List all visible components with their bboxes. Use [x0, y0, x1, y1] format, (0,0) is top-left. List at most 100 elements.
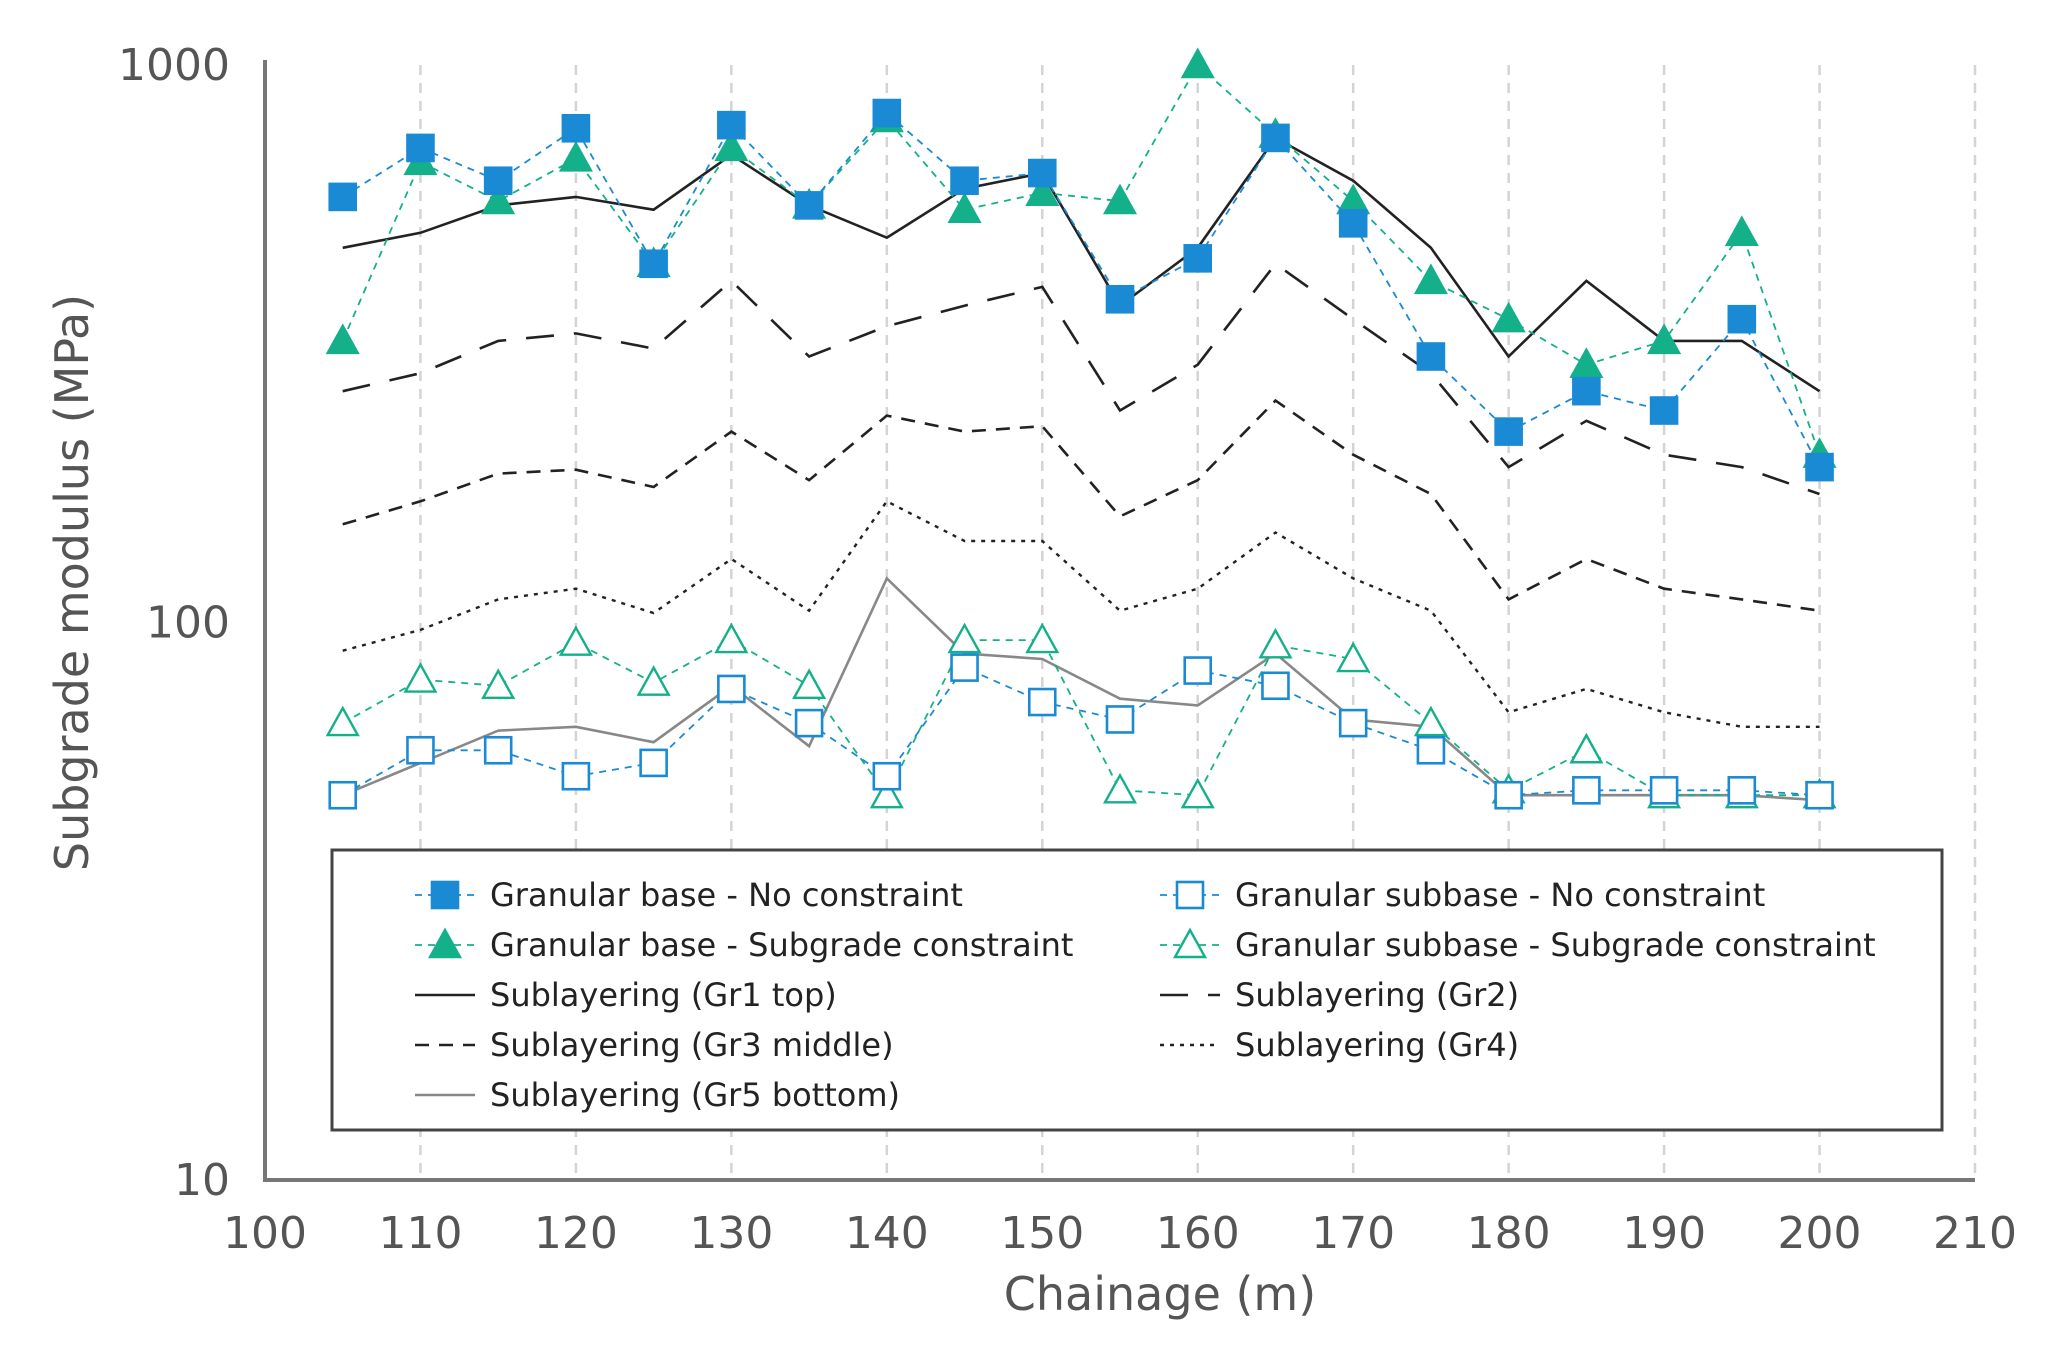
data-point-0-14 [1416, 342, 1446, 371]
data-point-1-19 [1805, 780, 1834, 810]
series-6 [342, 398, 1820, 612]
legend-swatch-marker [427, 927, 463, 959]
data-point-0-18 [1727, 304, 1757, 334]
data-point-2-2 [481, 183, 516, 215]
data-point-2-8 [947, 192, 982, 223]
x-tick-label: 160 [1156, 1208, 1240, 1259]
series-5 [342, 262, 1820, 496]
x-tick-label: 140 [845, 1208, 929, 1259]
series-line-4 [342, 136, 1821, 393]
data-point-3-7 [869, 777, 904, 809]
legend: Granular base - No constraint Granular su… [330, 848, 1944, 1132]
data-point-0-10 [1105, 284, 1135, 314]
data-point-3-2 [481, 668, 516, 699]
data-point-2-18 [1724, 215, 1759, 247]
data-point-3-5 [714, 622, 749, 654]
y-axis-title: Subgrade modulus (MPa) [45, 294, 99, 871]
legend-label: Sublayering (Gr2) [1235, 976, 1519, 1014]
legend-label: Sublayering (Gr1 top) [490, 976, 837, 1014]
data-point-1-7 [872, 761, 902, 791]
data-point-3-12 [1258, 627, 1293, 659]
data-point-3-9 [1025, 622, 1060, 654]
data-point-1-2 [483, 735, 513, 765]
data-point-1-5 [717, 674, 746, 704]
data-point-3-16 [1569, 732, 1604, 764]
series-line-2 [341, 63, 1821, 455]
data-point-0-12 [1261, 123, 1290, 153]
data-point-1-14 [1416, 735, 1446, 765]
legend-label: Sublayering (Gr4) [1235, 1026, 1519, 1064]
data-point-0-4 [639, 249, 668, 279]
series-line-0 [342, 111, 1821, 468]
x-axis-title: Chainage (m) [1004, 1267, 1316, 1321]
data-point-0-7 [872, 98, 902, 128]
data-point-2-0 [325, 323, 360, 355]
legend-entry-8: Sublayering (Gr5 bottom) [415, 1076, 900, 1114]
legend-entry-5: Sublayering (Gr2) [1160, 976, 1519, 1014]
data-point-3-6 [792, 668, 827, 699]
plot-area [325, 47, 1837, 810]
x-tick-label: 100 [223, 1208, 307, 1259]
data-point-3-0 [325, 705, 360, 737]
data-point-0-3 [561, 113, 591, 143]
data-point-2-14 [1413, 263, 1448, 295]
data-point-0-17 [1649, 396, 1679, 425]
data-point-2-5 [714, 130, 749, 162]
x-tick-label: 170 [1311, 1208, 1395, 1259]
data-point-1-3 [561, 761, 591, 791]
data-point-1-12 [1261, 671, 1290, 701]
legend-label: Granular subbase - No constraint [1235, 876, 1765, 914]
legend-label: Granular base - Subgrade constraint [490, 926, 1073, 964]
data-point-3-10 [1102, 772, 1138, 804]
legend-entry-1: Granular subbase - No constraint [1160, 876, 1765, 914]
data-point-0-8 [950, 166, 979, 196]
data-point-2-3 [558, 140, 593, 172]
data-point-3-13 [1336, 641, 1371, 673]
data-point-1-13 [1338, 708, 1368, 738]
data-point-3-8 [947, 622, 982, 654]
data-point-0-15 [1494, 417, 1523, 446]
legend-entry-2: Granular base - Subgrade constraint [415, 926, 1073, 964]
data-point-1-18 [1727, 776, 1757, 805]
data-point-0-9 [1027, 158, 1057, 188]
legend-swatch-marker [430, 880, 460, 910]
series-4 [342, 136, 1821, 393]
x-tick-label: 110 [378, 1208, 462, 1259]
legend-label: Sublayering (Gr5 bottom) [490, 1076, 900, 1114]
data-point-0-2 [483, 166, 513, 196]
legend-box [330, 848, 1944, 1132]
data-point-0-5 [717, 110, 746, 140]
legend-entry-0: Granular base - No constraint [415, 876, 963, 914]
data-point-0-6 [794, 191, 824, 220]
data-point-3-4 [636, 665, 671, 696]
legend-label: Granular base - No constraint [490, 876, 963, 914]
series-line-5 [342, 262, 1820, 496]
data-point-0-19 [1805, 452, 1834, 482]
legend-entry-6: Sublayering (Gr3 middle) [415, 1026, 894, 1064]
data-point-0-11 [1183, 244, 1213, 273]
data-point-1-17 [1649, 776, 1679, 805]
data-point-0-0 [328, 182, 358, 212]
data-point-1-15 [1494, 780, 1523, 810]
data-point-0-1 [406, 133, 435, 163]
x-tick-label: 150 [1000, 1208, 1084, 1259]
y-tick-label: 10 [174, 1155, 230, 1206]
data-point-3-14 [1413, 705, 1448, 737]
legend-swatch-marker [1172, 927, 1208, 959]
data-point-1-9 [1027, 687, 1057, 717]
x-tick-label: 210 [1933, 1208, 2017, 1259]
legend-swatch-marker [1175, 880, 1205, 910]
axes [263, 60, 1975, 1182]
data-point-2-10 [1102, 183, 1138, 215]
data-point-3-1 [403, 662, 438, 693]
y-tick-label: 1000 [118, 40, 230, 91]
data-point-1-4 [639, 748, 668, 778]
legend-entry-3: Granular subbase - Subgrade constraint [1160, 926, 1876, 964]
legend-label: Granular subbase - Subgrade constraint [1235, 926, 1876, 964]
data-point-0-16 [1572, 376, 1601, 406]
y-tick-label: 100 [146, 598, 230, 649]
data-point-2-11 [1180, 47, 1215, 79]
data-point-2-9 [1025, 175, 1060, 206]
data-point-3-3 [558, 625, 593, 656]
data-point-1-11 [1183, 656, 1213, 685]
